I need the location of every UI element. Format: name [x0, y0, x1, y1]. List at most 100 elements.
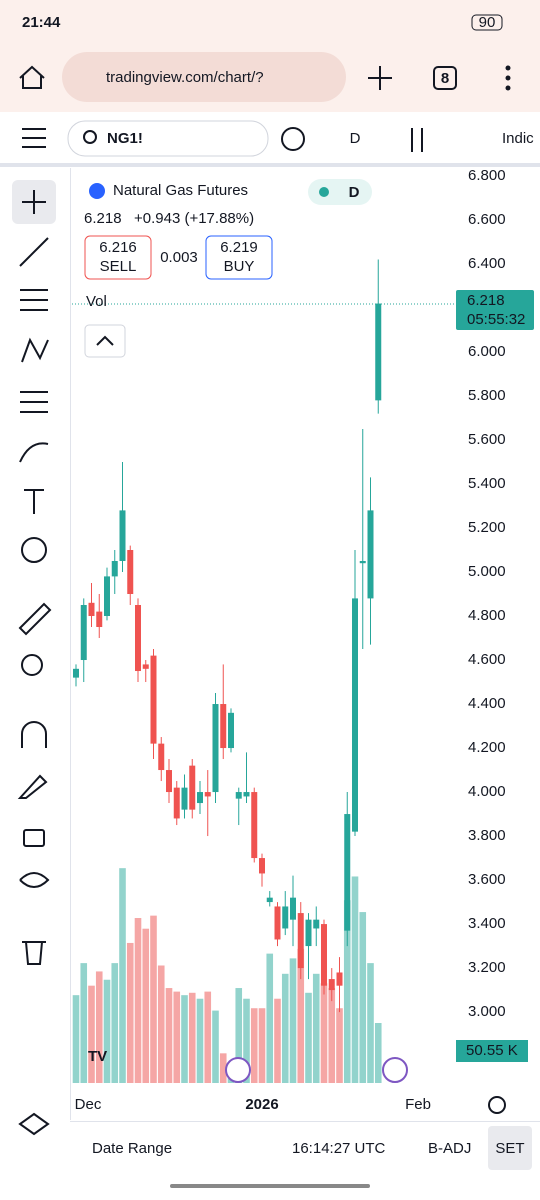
magnet-tool[interactable] — [21, 721, 47, 748]
sell-price: 6.216 — [99, 239, 137, 256]
volume-bar — [173, 991, 181, 1083]
volume-bar — [281, 973, 289, 1083]
volume-bar — [212, 1010, 219, 1083]
y-tick-label: 6.400 — [468, 255, 506, 272]
volume-bar — [95, 971, 103, 1083]
pattern-tool[interactable] — [21, 337, 49, 363]
volume-bar — [297, 948, 305, 1083]
volume-bar — [274, 998, 281, 1083]
y-tick-label: 4.600 — [468, 651, 506, 668]
measure-tool[interactable] — [18, 602, 52, 636]
candle-body — [88, 602, 95, 617]
candle-body — [220, 704, 227, 749]
price-tag-label: 6.218 — [467, 292, 505, 309]
symbol-search[interactable] — [67, 120, 269, 157]
line-tool[interactable] — [19, 237, 49, 267]
collapse-button[interactable] — [84, 324, 126, 358]
volume-bar — [165, 988, 173, 1083]
adjustment[interactable]: B-ADJ — [428, 1140, 471, 1157]
candle-body — [119, 510, 126, 561]
new-tab[interactable] — [368, 66, 392, 90]
candle-body — [313, 919, 320, 929]
candle-body — [197, 792, 203, 804]
candle-body — [290, 897, 296, 920]
x-tick-label: 2026 — [245, 1096, 278, 1113]
y-tick-label: 4.000 — [468, 783, 506, 800]
delete-tool[interactable] — [22, 941, 46, 965]
volume-bar — [219, 1053, 227, 1083]
y-tick-label: 3.800 — [468, 827, 506, 844]
brush-tool[interactable] — [19, 442, 49, 463]
buy-button[interactable] — [205, 235, 273, 280]
volume-bar — [250, 1008, 258, 1083]
event-marker[interactable] — [225, 1057, 251, 1083]
forecast-tool[interactable] — [20, 391, 48, 413]
y-tick-label: 6.600 — [468, 211, 506, 228]
lock-tool[interactable] — [23, 829, 45, 847]
search-icon — [83, 130, 97, 144]
x-tick-label: Feb — [405, 1096, 431, 1113]
url: tradingview.com/chart/? — [106, 69, 264, 86]
spread: 0.003 — [160, 249, 198, 266]
tabs-button[interactable] — [433, 66, 457, 90]
interval[interactable]: D — [350, 130, 361, 147]
tab-count: 8 — [441, 70, 449, 87]
lock-draw-tool[interactable] — [17, 774, 48, 799]
volume-bar — [181, 995, 188, 1083]
clock[interactable]: 16:14:27 UTC — [292, 1140, 386, 1157]
volume-bar — [235, 988, 243, 1083]
hamburger[interactable] — [22, 128, 46, 148]
status-time: 21:44 — [22, 14, 61, 31]
text-tool[interactable] — [24, 489, 44, 514]
collapse-icon — [96, 335, 114, 346]
divider — [70, 1121, 540, 1122]
emoji-tool[interactable] — [21, 537, 47, 563]
volume-bar — [328, 988, 336, 1083]
buy-label: BUY — [224, 258, 255, 275]
add-compare[interactable] — [281, 127, 305, 151]
event-marker[interactable] — [382, 1057, 408, 1083]
menu-dots[interactable] — [505, 65, 511, 91]
candle-body — [204, 792, 211, 797]
url-bar[interactable] — [62, 52, 346, 102]
date-range[interactable]: Date Range — [92, 1140, 172, 1157]
candle-body — [305, 919, 312, 947]
battery-level: 90 — [479, 14, 496, 31]
candle-body — [228, 712, 234, 749]
volume-bar — [126, 942, 134, 1083]
y-tick-label: 5.200 — [468, 519, 506, 536]
zoom-tool[interactable] — [21, 654, 43, 676]
buy-price: 6.219 — [220, 239, 258, 256]
market-status — [308, 179, 372, 205]
fib-tool[interactable] — [20, 289, 48, 311]
chart-border — [70, 168, 71, 1120]
candle-body — [259, 858, 265, 874]
volume-bar — [258, 1008, 266, 1083]
volume-bar — [374, 1023, 382, 1083]
sell-label: SELL — [100, 258, 137, 275]
visibility-tool[interactable] — [19, 872, 50, 888]
home-icon[interactable] — [19, 65, 45, 89]
chart-type[interactable] — [411, 128, 423, 152]
y-tick-label: 4.400 — [468, 695, 506, 712]
candle-body — [96, 611, 103, 628]
layers[interactable] — [18, 1112, 50, 1136]
volume-bar — [142, 928, 150, 1083]
volume-bar — [266, 953, 274, 1083]
y-tick-label: 5.600 — [468, 431, 506, 448]
indicators[interactable]: Indic — [502, 130, 534, 147]
y-tick-label: 5.400 — [468, 475, 506, 492]
change: +0.943 (+17.88%) — [134, 210, 254, 227]
y-tick-label: 4.200 — [468, 739, 506, 756]
candle-body — [189, 765, 196, 810]
volume-tag — [456, 1040, 528, 1062]
volume-bar — [80, 963, 88, 1083]
volume-bar — [343, 900, 351, 1083]
sell-button[interactable] — [84, 235, 152, 280]
candle-body — [375, 303, 382, 401]
settings-button[interactable] — [488, 1126, 532, 1170]
settings: SET — [495, 1140, 524, 1157]
candle-body — [266, 897, 273, 903]
candle-body — [321, 924, 327, 986]
settings-gear[interactable] — [488, 1096, 506, 1114]
